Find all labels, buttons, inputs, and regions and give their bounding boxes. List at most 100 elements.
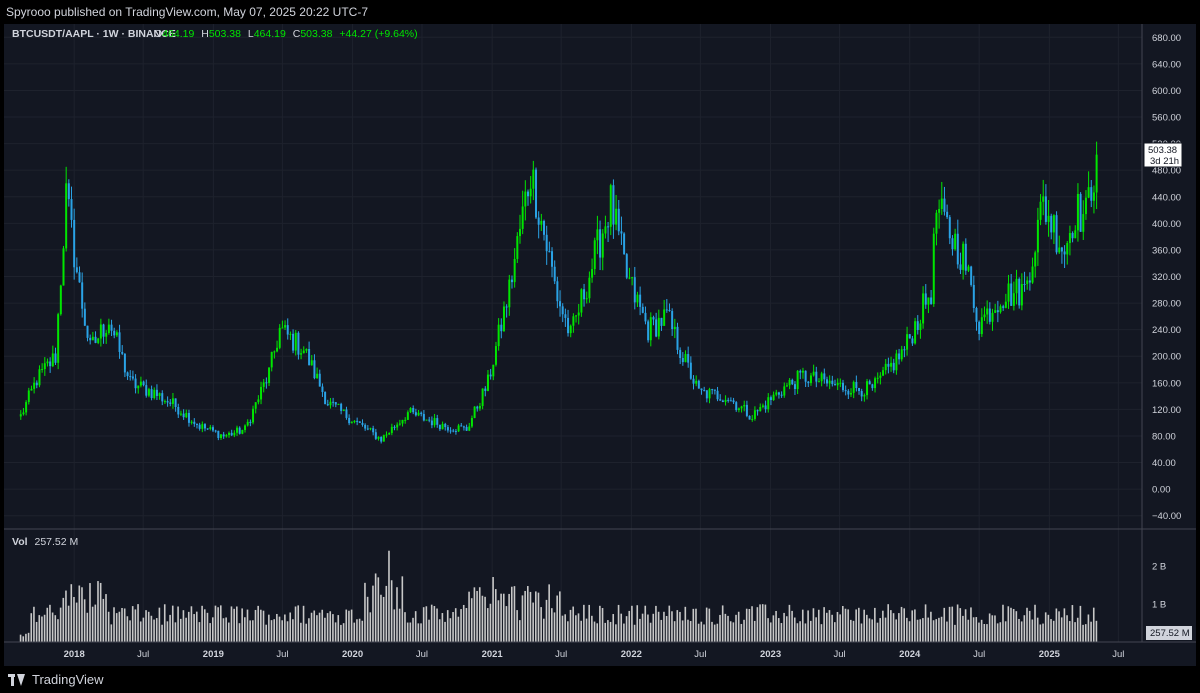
candle-body (374, 432, 377, 439)
tradingview-brand[interactable]: TradingView (8, 672, 104, 687)
candle-body (502, 306, 505, 332)
volume-bar (484, 596, 486, 642)
candle-body (732, 400, 735, 403)
volume-bar (1058, 611, 1060, 642)
volume-bar (850, 619, 852, 642)
last-price-tag: 503.38 3d 21h (1143, 142, 1183, 168)
volume-bar (30, 613, 33, 642)
volume-bar (396, 587, 398, 642)
candle-body (1050, 215, 1053, 233)
candle-body (454, 430, 457, 432)
candle-body (700, 388, 703, 391)
candle-body (83, 308, 86, 326)
candle-body (689, 362, 692, 379)
volume-bar (903, 608, 906, 642)
volume-bar (163, 604, 166, 642)
volume-bar (468, 591, 470, 642)
candle-body (89, 337, 92, 341)
candle-body (257, 399, 260, 403)
volume-bar (793, 617, 796, 642)
volume-bar (724, 613, 727, 642)
volume-bar (914, 609, 916, 642)
volume-axis: 2 B 1 B (1152, 562, 1166, 611)
candle-body (86, 325, 89, 338)
volume-bar (1002, 604, 1004, 642)
candle-body (858, 388, 861, 391)
volume-bar (860, 623, 863, 642)
price-axis[interactable]: 680.00640.00600.00560.00520.00480.00440.… (1152, 33, 1181, 522)
chart-frame[interactable]: 680.00640.00600.00560.00520.00480.00440.… (4, 24, 1196, 666)
volume-bar (924, 604, 927, 642)
volume-bar (967, 619, 970, 642)
candle-body (452, 430, 455, 432)
candle-body (916, 321, 919, 331)
volume-bar (583, 604, 585, 642)
volume-bar (807, 610, 809, 642)
candle-body (671, 311, 674, 330)
volume-bar (970, 607, 972, 642)
candle-body (70, 199, 73, 220)
candle-body (214, 430, 217, 432)
candle-body (852, 381, 855, 393)
price-tick-label: 320.00 (1152, 272, 1181, 283)
volume-bar (623, 623, 625, 642)
volume-bar (465, 608, 468, 642)
volume-bar (575, 615, 577, 642)
volume-bar (417, 623, 420, 642)
candle-body (892, 362, 895, 371)
candle-body (927, 297, 930, 305)
candle-body (815, 371, 818, 382)
candle-body (788, 379, 791, 386)
time-tick-label: 2019 (203, 649, 224, 660)
time-axis[interactable]: 2018 Jul 2019 Jul 2020 Jul 2021 Jul 2022 Jul 2023 J… (64, 649, 1125, 660)
candle-body (1058, 247, 1061, 253)
chart-canvas[interactable]: 680.00640.00600.00560.00520.00480.00440.… (4, 24, 1196, 666)
volume-bars (19, 550, 1098, 642)
volume-bar (153, 619, 155, 642)
candle-body (623, 233, 626, 255)
candle-body (663, 309, 666, 326)
candle-body (887, 363, 890, 367)
candle-body (895, 353, 898, 371)
candle-body (137, 385, 140, 389)
volume-bar (401, 576, 404, 642)
candle-body (385, 434, 388, 436)
volume-bar (930, 611, 932, 642)
volume-bar (615, 624, 617, 642)
volume-bar (740, 623, 743, 642)
close-label: C (293, 28, 301, 40)
volume-bar (823, 607, 825, 642)
volume-bar (131, 606, 134, 642)
candle-body (342, 409, 345, 411)
volume-bar (609, 621, 612, 642)
volume-bar (481, 595, 484, 642)
volume-bar (310, 612, 313, 642)
candle-body (110, 324, 113, 331)
candle-body (759, 407, 762, 412)
candle-body (1055, 215, 1058, 253)
candle-body (516, 236, 519, 259)
candle-body (655, 319, 658, 337)
time-tick-label: 2018 (64, 649, 85, 660)
candle-body (844, 390, 847, 392)
candle-body (494, 346, 497, 365)
volume-bar (772, 615, 775, 642)
volume-bar (83, 599, 86, 642)
volume-bar (946, 621, 948, 642)
volume-bar (569, 609, 572, 642)
candle-body (1018, 278, 1021, 306)
candle-body (988, 308, 991, 322)
candle-body (804, 370, 807, 382)
candle-body (510, 279, 513, 283)
candle-body (657, 317, 660, 337)
volume-bar (906, 617, 908, 642)
volume-bar (462, 604, 465, 642)
volume-bar (436, 608, 438, 642)
candle-body (345, 409, 348, 418)
candle-body (131, 376, 134, 379)
volume-bar (556, 595, 558, 642)
candle-body (695, 380, 698, 384)
volume-bar (962, 615, 964, 642)
candle-body (337, 403, 340, 405)
candle-body (201, 424, 204, 429)
